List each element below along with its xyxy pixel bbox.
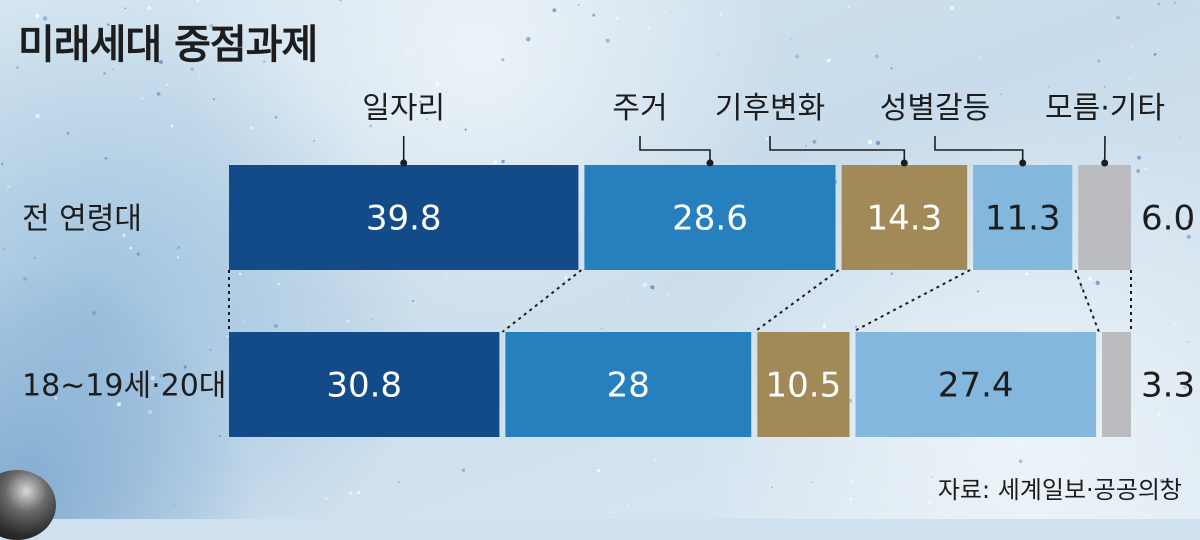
value-label: 28.6 (672, 199, 748, 239)
value-label: 6.0 (1141, 199, 1195, 239)
connector-line (853, 270, 971, 332)
connector-line (754, 270, 838, 332)
value-label: 14.3 (866, 199, 942, 239)
leader-dot (707, 160, 714, 167)
leader-dot (901, 160, 908, 167)
leader-line (640, 136, 710, 163)
value-label: 10.5 (766, 366, 842, 406)
leader-line (770, 136, 904, 163)
bar-segment (1078, 165, 1131, 270)
leader-line (935, 136, 1023, 163)
leader-dot (1019, 160, 1026, 167)
row-label: 18~19세·20대 (22, 369, 226, 404)
connector-line (502, 270, 581, 332)
legend-label: 모름·기타 (1045, 91, 1165, 126)
row-label: 전 연령대 (22, 202, 142, 237)
value-label: 3.3 (1141, 366, 1195, 406)
value-label: 30.8 (326, 366, 402, 406)
value-label: 27.4 (938, 366, 1014, 406)
value-label: 11.3 (985, 199, 1061, 239)
connector-line (1075, 270, 1099, 332)
legend-label: 일자리 (362, 91, 445, 126)
stacked-bar-chart: 39.8 28.6 14.3 11.3 6.0 전 연령대 30.8 28 10.5 27.4 3.… (0, 0, 1200, 519)
source-note: 자료: 세계일보·공공의창 (938, 470, 1182, 505)
legend-label: 기후변화 (715, 91, 825, 126)
bar-segment (1102, 332, 1131, 437)
legend-label: 주거 (612, 91, 667, 126)
legend-label: 성별갈등 (880, 91, 990, 126)
leader-dot (400, 160, 407, 167)
leader-dot (1101, 160, 1108, 167)
value-label: 28 (607, 366, 650, 406)
value-label: 39.8 (366, 199, 442, 239)
